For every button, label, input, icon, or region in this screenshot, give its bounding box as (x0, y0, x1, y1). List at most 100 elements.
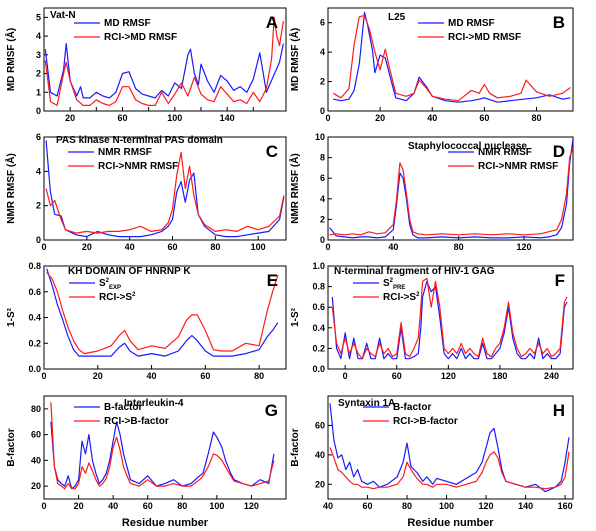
legend-label: RCI->B-factor (104, 416, 169, 427)
y-tick-label: 6 (320, 173, 325, 183)
x-tick-label: 40 (125, 242, 135, 252)
x-tick-label: 120 (516, 242, 531, 252)
legend-label-sub: PRE (393, 285, 405, 291)
y-tick-label: 0 (320, 106, 325, 116)
legend-label-sup: 2 (132, 292, 136, 298)
y-tick-label: 8 (320, 153, 325, 163)
y-tick-label: 0.8 (28, 261, 41, 271)
y-tick-label: 0.6 (312, 302, 325, 312)
x-tick-label: 0 (325, 113, 330, 123)
plot-frame (327, 136, 574, 241)
y-axis-label: 1-S² (6, 307, 17, 327)
series-line-red (44, 16, 284, 107)
x-tick-label: 20 (93, 371, 103, 381)
legend-label-sup: 2 (416, 292, 420, 298)
legend-label: RCI->MD RMSF (104, 32, 177, 43)
panel-b: 0 20 40 60 80 0 2 4 6 MD RMSF (Å) L25 B MD RMSF RCI->… (288, 7, 574, 123)
y-tick-label: 40 (31, 455, 41, 465)
x-tick-label: 0 (41, 242, 46, 252)
y-tick-label: 2 (320, 214, 325, 224)
y-tick-label: 2 (36, 201, 41, 211)
series-line-red (50, 402, 275, 490)
legend-label: RCI->S2 (383, 292, 420, 303)
x-tick-label: 20 (65, 113, 75, 123)
series-line-red (332, 14, 571, 102)
x-tick-label: 80 (454, 242, 464, 252)
y-tick-label: 10 (315, 132, 325, 142)
panel-letter: A (266, 13, 278, 32)
panel-c: 0 20 40 60 80 100 0 2 4 6 NMR RMSF (Å) PAS kinase N… (4, 132, 287, 252)
series-line-red (331, 277, 568, 360)
series-line-red (329, 147, 573, 236)
y-tick-label: 3 (36, 50, 41, 60)
x-tick-label: 60 (200, 371, 210, 381)
plot-frame (43, 395, 287, 500)
panel-h: 40 60 80 100 120 140 160204060B-factorSyntaxin… (290, 395, 574, 511)
panel-title: Interleukin-4 (124, 398, 184, 409)
y-tick-label: 2 (36, 69, 41, 79)
legend-label: RCI->NMR RMSF (478, 161, 558, 172)
x-tick-label: 120 (441, 371, 456, 381)
x-axis-label-right: Residue number (407, 517, 494, 529)
x-tick-label: 60 (479, 113, 489, 123)
x-tick-label: 240 (544, 371, 559, 381)
series-line-blue (331, 280, 568, 360)
y-axis-label: NMR RMSF (Å) (288, 153, 301, 224)
x-tick-label: 20 (74, 501, 84, 511)
series-line-blue (45, 140, 285, 238)
x-tick-label: 180 (492, 371, 507, 381)
y-tick-label: 60 (31, 430, 41, 440)
y-tick-label: 0.8 (312, 282, 325, 292)
panel-letter: E (267, 271, 278, 290)
panel-title: Staphylococcal nuclease (408, 141, 527, 152)
x-tick-label: 100 (251, 242, 266, 252)
y-tick-label: 2 (320, 77, 325, 87)
x-tick-label: 0 (343, 371, 348, 381)
panel-title: L25 (388, 12, 406, 23)
x-tick-label: 40 (147, 371, 157, 381)
panel-a: 20 60 100 140 0 1 2 3 4 5 MD RMSF (Å) Vat-N A MD RMSF… (4, 7, 287, 123)
x-tick-label: 80 (532, 113, 542, 123)
plot-frame (327, 395, 574, 500)
panel-letter: B (553, 13, 565, 32)
x-tick-label: 80 (254, 371, 264, 381)
x-tick-label: 40 (323, 501, 333, 511)
x-tick-label: 80 (210, 242, 220, 252)
x-tick-label: 40 (427, 113, 437, 123)
x-tick-label: 160 (558, 501, 573, 511)
x-tick-label: 60 (143, 501, 153, 511)
y-tick-label: 6 (36, 132, 41, 142)
y-tick-label: 1.0 (312, 261, 325, 271)
panel-e: 0 20 40 60 80 0.0 0.2 0.4 0.6 0.8 1-S² KH DOMAIN OF… (6, 261, 287, 381)
x-tick-label: 100 (209, 501, 224, 511)
y-tick-label: 0.4 (312, 323, 325, 333)
series-line-red (46, 272, 279, 355)
y-tick-label: 20 (31, 481, 41, 491)
y-tick-label: 0 (320, 235, 325, 245)
panel-d: 0 40 80 120 0 2 4 6 8 10 NMR RMSF (Å) Staphylococca… (288, 132, 574, 252)
panel-title: Vat-N (50, 10, 76, 21)
panel-g: 0 20 40 60 80 100 12020406080B-factorInterleuk… (6, 395, 287, 511)
panel-f: 0 60 120 180 240 0.0 0.2 0.4 0.6 0.8 1.0 1-S² N-term… (290, 261, 574, 381)
x-tick-label: 140 (518, 501, 533, 511)
y-tick-label: 60 (315, 420, 325, 430)
legend-label: RCI->S2 (99, 292, 136, 303)
legend-label-main: S (383, 278, 390, 289)
panel-title: PAS kinase N-terminal PAS domain (56, 135, 223, 146)
y-axis-label: NMR RMSF (Å) (4, 153, 17, 224)
y-tick-label: 1 (36, 87, 41, 97)
x-tick-label: 40 (108, 501, 118, 511)
legend-label: NMR RMSF (98, 147, 152, 158)
panel-title: N-terminal fragment of HIV-1 GAG (334, 266, 495, 277)
legend-label: MD RMSF (448, 18, 495, 29)
panel-title: Syntaxin 1A (338, 398, 395, 409)
x-tick-label: 0 (325, 242, 330, 252)
y-axis-label: 1-S² (290, 307, 301, 327)
series-line-blue (46, 268, 279, 357)
y-tick-label: 80 (31, 404, 41, 414)
y-tick-label: 0.2 (28, 338, 41, 348)
legend-label-main: S (99, 278, 106, 289)
series-line-blue (50, 421, 275, 490)
x-tick-label: 20 (375, 113, 385, 123)
